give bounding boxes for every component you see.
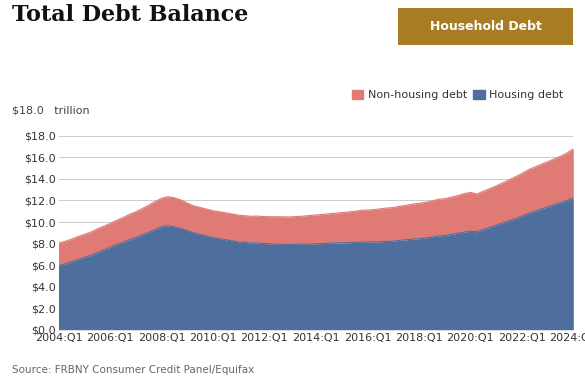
Text: Source: FRBNY Consumer Credit Panel/Equifax: Source: FRBNY Consumer Credit Panel/Equi… bbox=[12, 365, 254, 375]
Text: Total Debt Balance: Total Debt Balance bbox=[12, 4, 248, 26]
Legend: Non-housing debt, Housing debt: Non-housing debt, Housing debt bbox=[347, 86, 568, 105]
Text: $18.0   trillion: $18.0 trillion bbox=[12, 106, 90, 116]
Text: Household Debt: Household Debt bbox=[429, 20, 542, 33]
